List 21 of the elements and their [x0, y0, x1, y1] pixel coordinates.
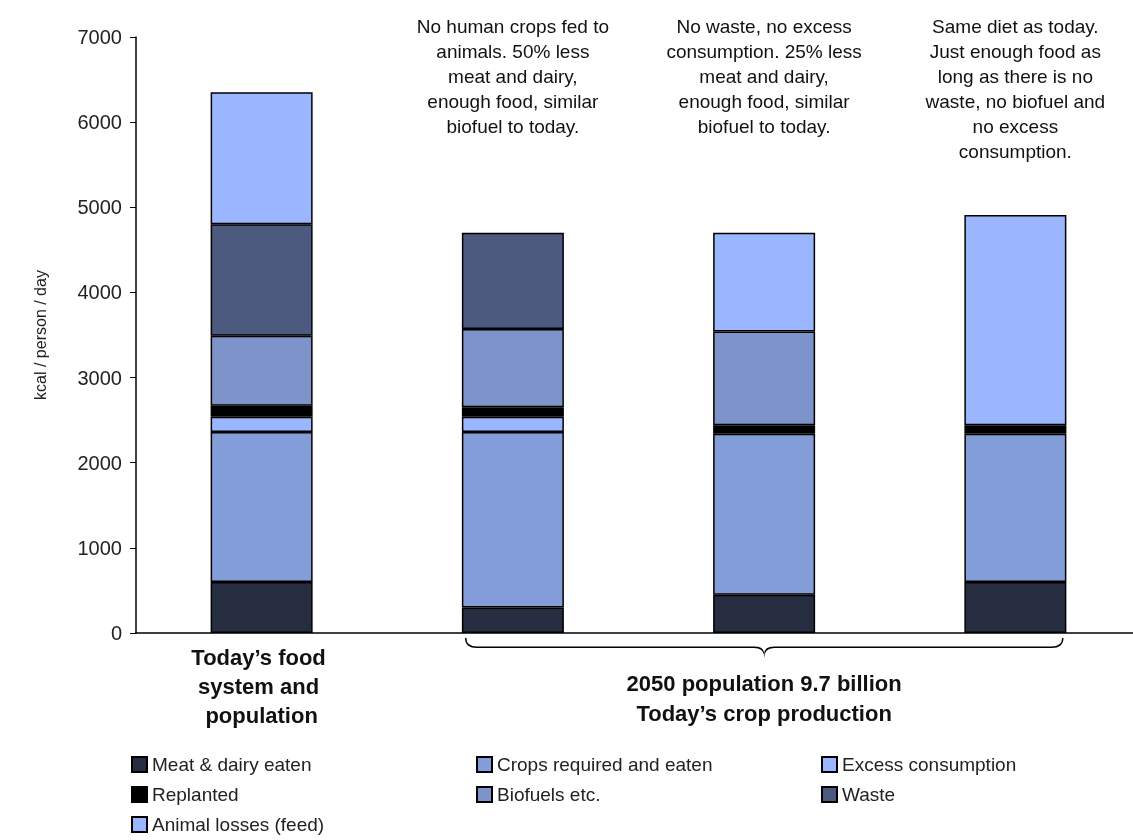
legend-label: Waste	[842, 784, 896, 805]
legend-label: Biofuels etc.	[497, 784, 601, 805]
annotation: No human crops fed to animals. 50% less meat and dairy, enough food, similar biofuel to today.	[415, 15, 610, 139]
annotation: No waste, no excess consumption. 25% less meat and dairy, enough food, similar biofuel to today.	[665, 15, 863, 139]
legend-label: Crops required and eaten	[497, 754, 713, 775]
y-axis-title: kcal / person / day	[31, 270, 49, 400]
y-tick-label: 4000	[77, 281, 122, 304]
y-tick-label: 2000	[77, 451, 122, 474]
legend-label: Excess consumption	[842, 754, 1017, 775]
legend-label: Replanted	[152, 784, 239, 805]
legend-label: Animal losses (feed)	[152, 814, 325, 835]
text: 2050 population 9.7 billion Today’s crop production	[626, 670, 902, 726]
x-tick-label: Today’s food system and population	[191, 645, 332, 728]
legend-label: Meat & dairy eaten	[152, 754, 312, 775]
y-tick-label: 6000	[77, 111, 122, 134]
y-tick-label: 5000	[77, 196, 122, 219]
y-tick-label: 3000	[77, 366, 122, 389]
y-tick-label: 7000	[77, 26, 122, 48]
y-tick-label: 0	[110, 622, 122, 644]
y-tick-label: 1000	[77, 536, 122, 559]
annotation: Same diet as today. Just enough food as long as there is no waste, no biofuel and no excess consumption.	[924, 15, 1107, 164]
